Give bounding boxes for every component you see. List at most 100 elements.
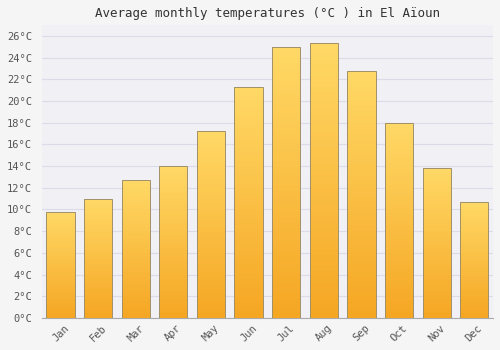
- Bar: [460, 304, 488, 305]
- Bar: [197, 228, 225, 230]
- Bar: [46, 237, 74, 238]
- Bar: [84, 274, 112, 275]
- Bar: [348, 172, 376, 175]
- Bar: [272, 204, 300, 207]
- Bar: [159, 285, 188, 286]
- Bar: [422, 261, 450, 262]
- Bar: [385, 314, 413, 316]
- Bar: [310, 194, 338, 197]
- Bar: [385, 187, 413, 189]
- Bar: [310, 106, 338, 109]
- Bar: [122, 264, 150, 266]
- Bar: [46, 255, 74, 256]
- Bar: [197, 214, 225, 215]
- Bar: [272, 293, 300, 296]
- Bar: [422, 300, 450, 301]
- Bar: [197, 239, 225, 241]
- Bar: [46, 239, 74, 240]
- Bar: [272, 215, 300, 218]
- Bar: [159, 266, 188, 268]
- Bar: [234, 133, 262, 135]
- Bar: [385, 160, 413, 162]
- Bar: [460, 253, 488, 254]
- Bar: [310, 81, 338, 84]
- Bar: [234, 124, 262, 126]
- Bar: [234, 87, 262, 89]
- Bar: [460, 281, 488, 282]
- Bar: [197, 310, 225, 312]
- Bar: [348, 118, 376, 120]
- Bar: [159, 192, 188, 194]
- Bar: [422, 177, 450, 179]
- Bar: [122, 234, 150, 235]
- Bar: [122, 201, 150, 202]
- Bar: [234, 297, 262, 299]
- Bar: [159, 189, 188, 190]
- Bar: [460, 290, 488, 291]
- Bar: [272, 223, 300, 226]
- Bar: [84, 234, 112, 236]
- Bar: [310, 188, 338, 191]
- Bar: [122, 180, 150, 182]
- Bar: [197, 165, 225, 167]
- Bar: [310, 241, 338, 244]
- Bar: [84, 285, 112, 286]
- Bar: [234, 163, 262, 166]
- Bar: [84, 257, 112, 258]
- Bar: [385, 275, 413, 277]
- Bar: [348, 241, 376, 244]
- Bar: [84, 243, 112, 244]
- Bar: [460, 233, 488, 235]
- Bar: [310, 254, 338, 257]
- Bar: [122, 245, 150, 246]
- Bar: [272, 253, 300, 256]
- Bar: [348, 115, 376, 118]
- Bar: [84, 233, 112, 235]
- Bar: [460, 305, 488, 306]
- Bar: [422, 228, 450, 230]
- Bar: [348, 310, 376, 313]
- Bar: [422, 205, 450, 207]
- Bar: [385, 242, 413, 244]
- Bar: [385, 215, 413, 216]
- Bar: [197, 154, 225, 156]
- Bar: [385, 195, 413, 197]
- Bar: [84, 315, 112, 317]
- Bar: [234, 306, 262, 309]
- Bar: [422, 240, 450, 241]
- Bar: [122, 198, 150, 200]
- Bar: [272, 304, 300, 307]
- Bar: [234, 189, 262, 191]
- Bar: [159, 204, 188, 205]
- Bar: [310, 268, 338, 271]
- Bar: [197, 251, 225, 253]
- Bar: [272, 242, 300, 245]
- Bar: [84, 310, 112, 312]
- Bar: [460, 249, 488, 251]
- Bar: [234, 94, 262, 96]
- Bar: [272, 139, 300, 142]
- Bar: [197, 269, 225, 271]
- Bar: [310, 153, 338, 155]
- Bar: [422, 278, 450, 279]
- Bar: [385, 253, 413, 256]
- Bar: [310, 219, 338, 222]
- Bar: [272, 190, 300, 193]
- Bar: [197, 282, 225, 284]
- Bar: [197, 273, 225, 275]
- Bar: [348, 211, 376, 214]
- Bar: [460, 216, 488, 217]
- Bar: [460, 240, 488, 241]
- Bar: [272, 280, 300, 283]
- Bar: [348, 135, 376, 138]
- Bar: [46, 278, 74, 279]
- Bar: [385, 271, 413, 273]
- Bar: [310, 142, 338, 145]
- Bar: [272, 172, 300, 174]
- Bar: [385, 209, 413, 211]
- Bar: [234, 200, 262, 202]
- Bar: [348, 253, 376, 256]
- Bar: [348, 306, 376, 308]
- Bar: [122, 180, 150, 318]
- Bar: [385, 218, 413, 220]
